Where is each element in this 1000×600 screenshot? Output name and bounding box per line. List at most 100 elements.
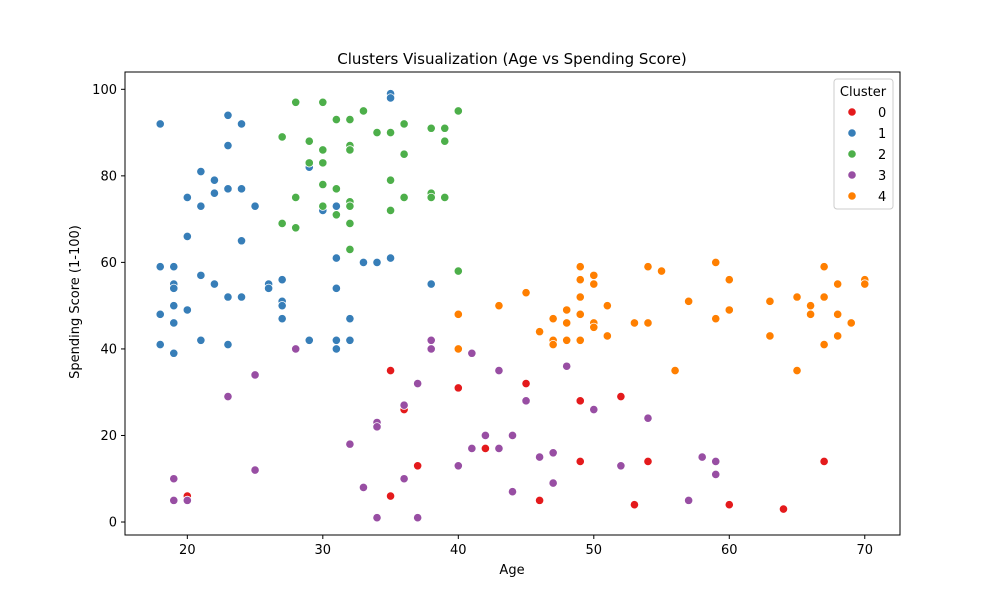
data-point-cluster-2 — [318, 179, 328, 190]
data-point-cluster-2 — [345, 145, 355, 155]
data-point-cluster-4 — [643, 262, 653, 272]
data-point-cluster-1 — [331, 253, 341, 263]
data-point-cluster-1 — [196, 335, 206, 345]
data-point-cluster-1 — [182, 192, 192, 203]
data-point-cluster-4 — [819, 340, 829, 350]
data-point-cluster-1 — [236, 119, 247, 129]
data-point-cluster-1 — [155, 119, 165, 129]
axes-frame — [124, 71, 901, 536]
data-point-cluster-2 — [385, 175, 396, 185]
data-point-cluster-3 — [250, 370, 260, 380]
data-point-cluster-3 — [426, 344, 436, 354]
data-point-cluster-4 — [602, 331, 612, 341]
data-point-cluster-0 — [385, 491, 396, 501]
data-point-cluster-2 — [331, 210, 341, 220]
data-point-cluster-2 — [440, 123, 450, 133]
data-point-cluster-2 — [277, 218, 287, 229]
data-point-cluster-1 — [331, 283, 341, 293]
y-axis-label: Spending Score (1-100) — [68, 225, 83, 379]
data-point-cluster-1 — [169, 318, 179, 328]
data-point-cluster-1 — [182, 305, 192, 315]
data-point-cluster-3 — [711, 456, 721, 467]
data-point-cluster-0 — [575, 396, 585, 406]
data-point-cluster-2 — [426, 192, 436, 203]
data-point-cluster-4 — [765, 296, 775, 306]
data-point-cluster-1 — [223, 184, 233, 194]
chart-title: Clusters Visualization (Age vs Spending … — [337, 50, 687, 68]
data-point-cluster-4 — [548, 340, 558, 350]
legend-label-0: 0 — [878, 106, 886, 121]
data-point-cluster-4 — [819, 292, 829, 302]
data-point-cluster-3 — [413, 378, 423, 389]
data-point-cluster-2 — [331, 114, 341, 125]
data-point-cluster-1 — [277, 301, 287, 311]
legend-label-2: 2 — [878, 148, 886, 163]
data-point-cluster-4 — [846, 318, 856, 328]
data-point-cluster-1 — [345, 335, 355, 345]
data-point-cluster-1 — [182, 231, 192, 242]
data-point-cluster-0 — [385, 365, 396, 376]
data-point-cluster-1 — [155, 309, 165, 319]
data-point-cluster-1 — [331, 344, 341, 354]
data-point-cluster-1 — [209, 279, 220, 289]
x-tick-label: 40 — [450, 543, 467, 558]
data-point-cluster-2 — [440, 136, 450, 146]
data-point-cluster-2 — [399, 192, 409, 203]
data-point-cluster-2 — [385, 205, 396, 216]
data-point-cluster-2 — [358, 106, 369, 116]
data-point-cluster-4 — [575, 262, 585, 272]
data-point-cluster-2 — [385, 127, 396, 138]
y-tick-label: 60 — [100, 256, 117, 271]
y-tick-label: 0 — [109, 516, 117, 531]
data-point-cluster-4 — [575, 335, 585, 345]
x-tick-label: 70 — [856, 543, 873, 558]
data-point-cluster-3 — [494, 443, 504, 454]
data-point-cluster-2 — [426, 123, 436, 133]
points-layer — [155, 89, 870, 523]
data-point-cluster-3 — [169, 474, 179, 484]
data-point-cluster-2 — [453, 266, 463, 276]
data-point-cluster-1 — [264, 283, 274, 293]
y-tick-label: 100 — [92, 83, 117, 98]
data-point-cluster-1 — [196, 166, 206, 177]
data-point-cluster-1 — [331, 335, 341, 345]
data-point-cluster-2 — [318, 158, 328, 168]
data-point-cluster-4 — [833, 279, 843, 289]
data-point-cluster-4 — [724, 305, 734, 315]
data-point-cluster-0 — [575, 456, 585, 467]
data-point-cluster-3 — [507, 487, 518, 497]
data-point-cluster-4 — [521, 288, 531, 298]
data-point-cluster-3 — [372, 513, 382, 523]
x-tick-label: 30 — [315, 543, 332, 558]
data-point-cluster-4 — [494, 301, 504, 311]
legend-label-1: 1 — [878, 127, 886, 142]
data-point-cluster-1 — [223, 140, 233, 151]
data-point-cluster-1 — [426, 279, 436, 289]
data-point-cluster-1 — [304, 335, 314, 345]
data-point-cluster-0 — [724, 500, 734, 510]
data-point-cluster-3 — [291, 344, 301, 354]
data-point-cluster-1 — [236, 184, 247, 194]
data-point-cluster-1 — [372, 257, 382, 267]
data-point-cluster-4 — [670, 365, 680, 376]
data-point-cluster-4 — [575, 309, 585, 319]
data-point-cluster-3 — [399, 400, 409, 410]
data-point-cluster-2 — [304, 136, 314, 146]
legend-title: Cluster — [840, 85, 887, 100]
data-point-cluster-3 — [562, 361, 572, 371]
data-point-cluster-2 — [345, 244, 355, 255]
data-point-cluster-1 — [331, 201, 341, 211]
data-point-cluster-3 — [453, 461, 463, 471]
data-point-cluster-2 — [399, 149, 409, 159]
data-point-cluster-4 — [805, 309, 816, 319]
data-point-cluster-1 — [385, 93, 396, 103]
legend: Cluster 0 1 2 3 4 — [833, 78, 894, 210]
data-point-cluster-3 — [250, 465, 260, 475]
data-point-cluster-1 — [277, 314, 287, 324]
data-point-cluster-2 — [318, 97, 328, 107]
data-point-cluster-3 — [426, 335, 436, 345]
data-point-cluster-0 — [480, 443, 491, 454]
y-tick-label: 40 — [100, 342, 117, 357]
data-point-cluster-3 — [399, 474, 409, 484]
